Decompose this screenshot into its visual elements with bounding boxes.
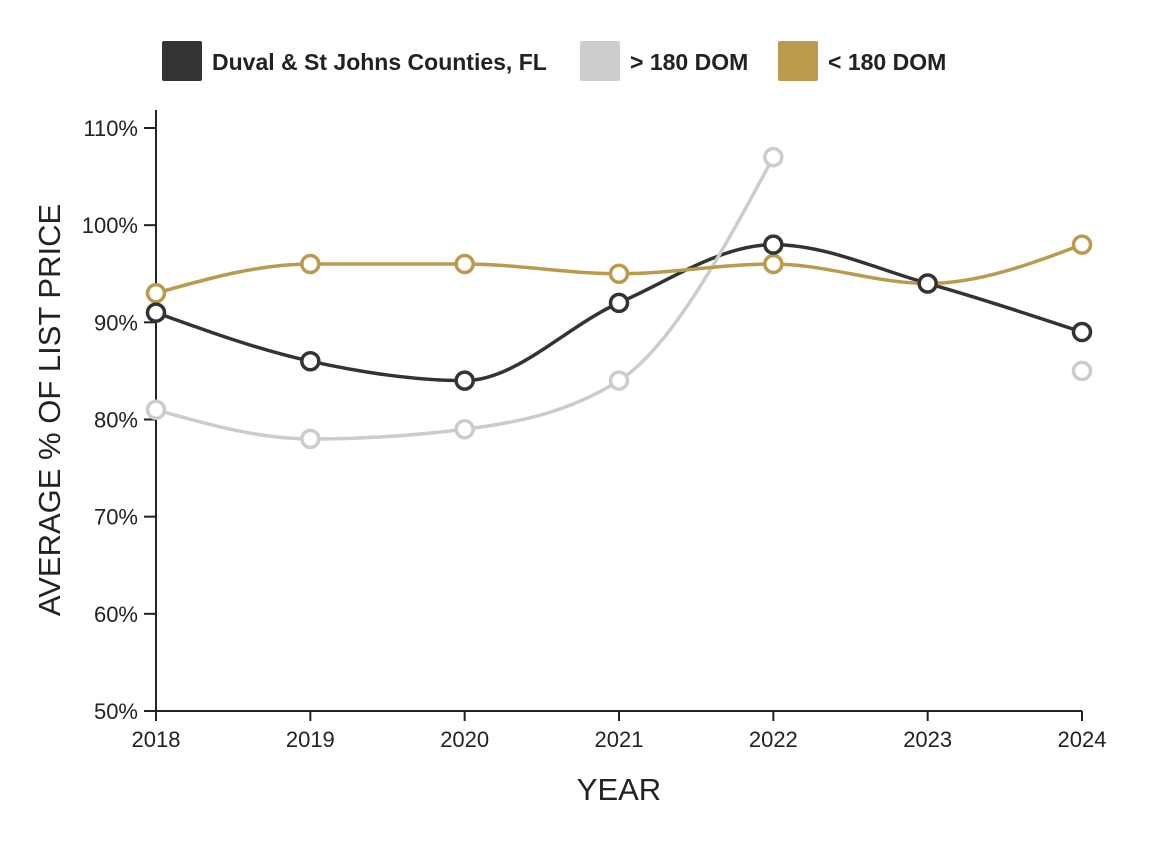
legend-swatch-over-180 bbox=[580, 41, 620, 81]
data-point-duval-2022[interactable] bbox=[763, 234, 784, 255]
y-tick-label: 100% bbox=[82, 213, 138, 238]
legend-item-under-180[interactable]: < 180 DOM bbox=[778, 41, 946, 81]
data-point-over-180-2024[interactable] bbox=[1071, 360, 1093, 382]
data-point-over-180-2019[interactable] bbox=[300, 428, 321, 450]
data-point-over-180-2021[interactable] bbox=[608, 370, 630, 391]
x-tick-label: 2019 bbox=[286, 727, 335, 752]
y-tick-label: 110% bbox=[83, 116, 138, 141]
x-tick-label: 2023 bbox=[903, 727, 952, 752]
series-points bbox=[145, 146, 1093, 450]
x-tick-label: 2018 bbox=[132, 727, 181, 752]
data-point-duval-2019[interactable] bbox=[300, 350, 321, 372]
series-line-over-180 bbox=[155, 156, 775, 441]
y-axis-title: AVERAGE % OF LIST PRICE bbox=[32, 204, 67, 616]
x-tick-label: 2020 bbox=[440, 727, 489, 752]
y-axis: 50% 60% 70% 80% 90% 100% 110% bbox=[82, 110, 157, 724]
legend: Duval & St Johns Counties, FL > 180 DOM … bbox=[162, 41, 946, 81]
legend-label-under-180: < 180 DOM bbox=[828, 49, 946, 75]
data-point-duval-2020[interactable] bbox=[454, 370, 475, 391]
data-point-duval-2023[interactable] bbox=[917, 273, 938, 294]
data-point-over-180-2020[interactable] bbox=[454, 418, 475, 440]
data-point-under-180-2024[interactable] bbox=[1071, 234, 1093, 255]
legend-item-duval[interactable]: Duval & St Johns Counties, FL bbox=[162, 41, 547, 81]
x-tick-label: 2022 bbox=[749, 727, 798, 752]
x-tick-label: 2021 bbox=[595, 727, 644, 752]
data-point-over-180-2022[interactable] bbox=[763, 146, 784, 168]
data-point-duval-2024[interactable] bbox=[1071, 321, 1093, 343]
x-axis: 2018 2019 2020 2021 2022 2023 2024 bbox=[132, 710, 1107, 752]
legend-label-over-180: > 180 DOM bbox=[630, 49, 748, 75]
y-tick-label: 60% bbox=[94, 602, 138, 627]
y-tick-label: 80% bbox=[94, 408, 138, 433]
y-tick-label: 90% bbox=[94, 310, 138, 335]
x-axis-title: YEAR bbox=[577, 772, 661, 807]
data-point-under-180-2021[interactable] bbox=[608, 263, 630, 284]
legend-swatch-under-180 bbox=[778, 41, 818, 81]
data-point-under-180-2022[interactable] bbox=[763, 253, 784, 275]
data-point-over-180-2018[interactable] bbox=[145, 399, 167, 421]
legend-item-over-180[interactable]: > 180 DOM bbox=[580, 41, 748, 81]
data-point-duval-2018[interactable] bbox=[145, 302, 167, 323]
legend-swatch-duval bbox=[162, 41, 202, 81]
data-point-duval-2021[interactable] bbox=[608, 292, 630, 314]
y-tick-label: 50% bbox=[94, 699, 138, 724]
data-point-under-180-2018[interactable] bbox=[145, 282, 167, 304]
data-point-under-180-2020[interactable] bbox=[454, 253, 475, 275]
legend-label-duval: Duval & St Johns Counties, FL bbox=[212, 49, 547, 75]
x-tick-label: 2024 bbox=[1058, 727, 1107, 752]
y-tick-label: 70% bbox=[94, 505, 138, 530]
data-point-under-180-2019[interactable] bbox=[300, 253, 321, 275]
